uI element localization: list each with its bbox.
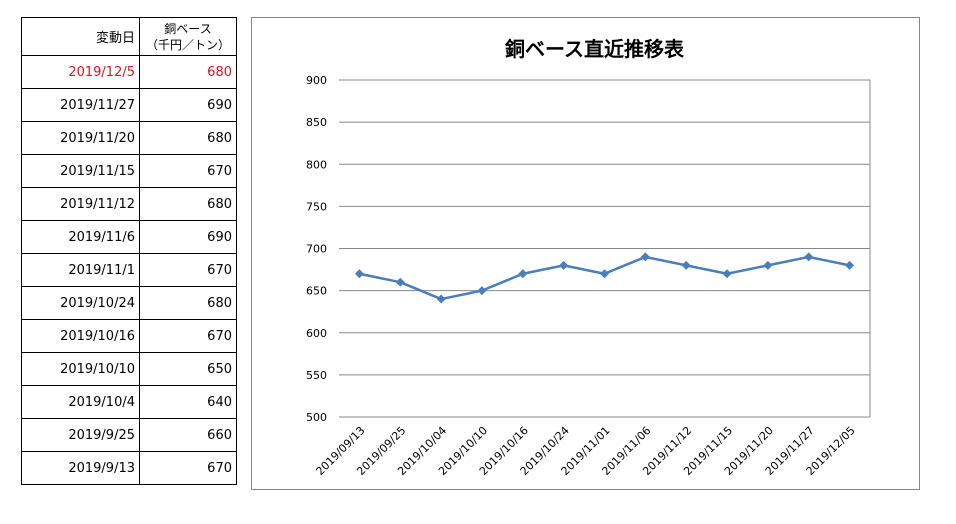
- row-value: 680: [139, 121, 237, 155]
- header-value-line2: （千円／トン）: [145, 37, 230, 52]
- line-chart: 銅ベース直近推移表5005506006507007508008509002019…: [306, 37, 871, 478]
- data-point: [681, 260, 691, 270]
- data-point: [600, 269, 609, 279]
- table-row: 2019/9/13 670: [21, 451, 237, 485]
- row-date: 2019/11/27: [21, 88, 140, 122]
- row-date: 2019/10/4: [21, 385, 140, 419]
- y-tick-label: 500: [306, 411, 327, 424]
- header-date: 変動日: [21, 17, 140, 56]
- data-point: [518, 269, 528, 279]
- y-tick-label: 750: [306, 200, 327, 213]
- table-row: 2019/10/4 640: [21, 385, 237, 419]
- row-value: 670: [139, 253, 237, 287]
- chart-title: 銅ベース直近推移表: [505, 37, 685, 61]
- data-point: [477, 286, 487, 296]
- y-tick-label: 800: [306, 158, 327, 171]
- data-point: [722, 269, 732, 279]
- table-body: 2019/12/5 680 2019/11/27 690 2019/11/20 680 20…: [21, 55, 237, 485]
- header-value: 銅ベース （千円／トン）: [139, 17, 237, 56]
- data-point: [395, 277, 405, 287]
- row-date: 2019/11/1: [21, 253, 140, 287]
- table-header-row: 変動日 銅ベース （千円／トン）: [21, 17, 237, 56]
- row-value: 650: [139, 352, 237, 386]
- row-date: 2019/11/6: [21, 220, 140, 254]
- row-value: 680: [139, 187, 237, 221]
- data-point: [804, 252, 814, 262]
- table-row: 2019/11/20 680: [21, 121, 237, 155]
- row-value: 670: [139, 319, 237, 353]
- data-point: [845, 260, 855, 270]
- row-date: 2019/11/15: [21, 154, 140, 188]
- row-value: 690: [139, 220, 237, 254]
- y-tick-label: 600: [306, 327, 327, 340]
- row-date: 2019/12/5: [21, 55, 140, 89]
- table-row: 2019/11/1 670: [21, 253, 237, 287]
- table-row: 2019/12/5 680: [21, 55, 237, 89]
- row-value: 660: [139, 418, 237, 452]
- table-row: 2019/11/12 680: [21, 187, 237, 221]
- table-row: 2019/11/15 670: [21, 154, 237, 188]
- row-value: 680: [139, 286, 237, 320]
- row-value: 670: [139, 451, 237, 485]
- data-point: [354, 269, 364, 279]
- chart-area: 銅ベース直近推移表 500 550 600 650 700 750 800 850 900 2019…: [251, 17, 920, 490]
- table-row: 2019/10/10 650: [21, 352, 237, 386]
- table-row: 2019/9/25 660: [21, 418, 237, 452]
- row-date: 2019/9/13: [21, 451, 140, 485]
- row-date: 2019/9/25: [21, 418, 140, 452]
- copper-price-table: 変動日 銅ベース （千円／トン） 2019/12/5 680 2019/11/27 6…: [21, 17, 237, 485]
- y-tick-label: 900: [306, 74, 327, 87]
- data-point: [763, 260, 773, 270]
- table-row: 2019/11/27 690: [21, 88, 237, 122]
- y-tick-label: 650: [306, 285, 327, 298]
- row-value: 670: [139, 154, 237, 188]
- row-date: 2019/11/12: [21, 187, 140, 221]
- data-point: [559, 260, 569, 270]
- row-value: 680: [139, 55, 237, 89]
- row-value: 640: [139, 385, 237, 419]
- row-date: 2019/10/10: [21, 352, 140, 386]
- table-row: 2019/10/16 670: [21, 319, 237, 353]
- row-date: 2019/10/16: [21, 319, 140, 353]
- row-date: 2019/10/24: [21, 286, 140, 320]
- y-tick-label: 850: [306, 116, 327, 129]
- row-value: 690: [139, 88, 237, 122]
- table-row: 2019/11/6 690: [21, 220, 237, 254]
- row-date: 2019/11/20: [21, 121, 140, 155]
- data-point: [640, 252, 650, 262]
- y-tick-label: 550: [306, 369, 327, 382]
- y-tick-label: 700: [306, 243, 327, 256]
- data-point: [436, 294, 446, 304]
- header-value-line1: 銅ベース: [164, 21, 212, 36]
- table-row: 2019/10/24 680: [21, 286, 237, 320]
